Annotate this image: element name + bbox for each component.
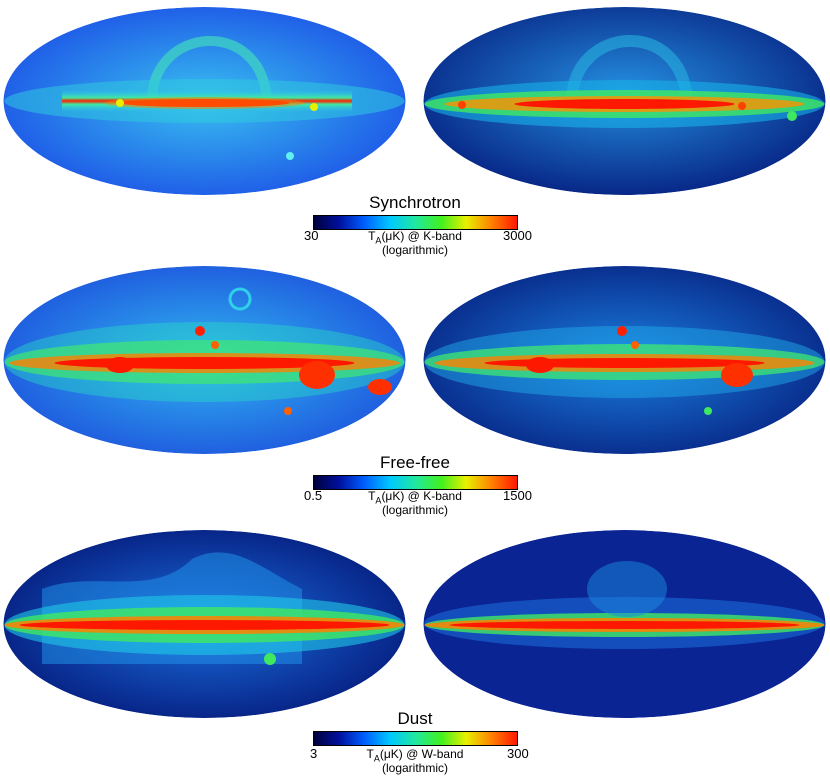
synchrotron-data-map [422,6,827,196]
legend-title: Dust [397,709,433,728]
colorbar-scale-label: (logarithmic) [381,503,448,517]
colorbar [313,215,518,230]
dust-row: Dust 3 300 TA(μK) @ W-band (logarithmic) [0,520,830,778]
synchrotron-model-mollweide [3,7,406,195]
freefree-row: Free-free 0.5 1500 TA(μK) @ K-band (loga… [0,260,830,520]
colorbar-min-label: 3 [310,746,318,761]
freefree-data-mollweide [423,266,826,454]
legend-title: Synchrotron [369,193,461,212]
colorbar-max-label: 300 [507,746,529,761]
synchrotron-data-mollweide [423,7,826,195]
colorbar-max-label: 1500 [503,488,532,503]
colorbar-unit-label: TA(μK) @ K-band [368,229,462,246]
legend-title: Free-free [380,453,450,472]
colorbar-max-label: 3000 [503,228,532,243]
synchrotron-row: Synchrotron 30 3000 TA(μK) @ K-band (log… [0,0,830,260]
synchrotron-model-map [2,6,407,196]
freefree-data-map [422,265,827,455]
colorbar-unit-label: TA(μK) @ W-band [366,747,464,764]
colorbar-scale-label: (logarithmic) [381,761,448,775]
colorbar-unit-label: TA(μK) @ K-band [368,489,462,506]
dust-model-map [2,529,407,719]
colorbar-min-label: 0.5 [304,488,323,503]
dust-model-mollweide [3,530,406,718]
colorbar [313,475,518,490]
colorbar [313,731,518,746]
colorbar-scale-label: (logarithmic) [381,243,448,257]
freefree-model-map [2,265,407,455]
dust-data-map [422,529,827,719]
colorbar-min-label: 30 [304,228,319,243]
dust-data-mollweide [423,530,826,718]
freefree-model-mollweide [3,266,406,454]
